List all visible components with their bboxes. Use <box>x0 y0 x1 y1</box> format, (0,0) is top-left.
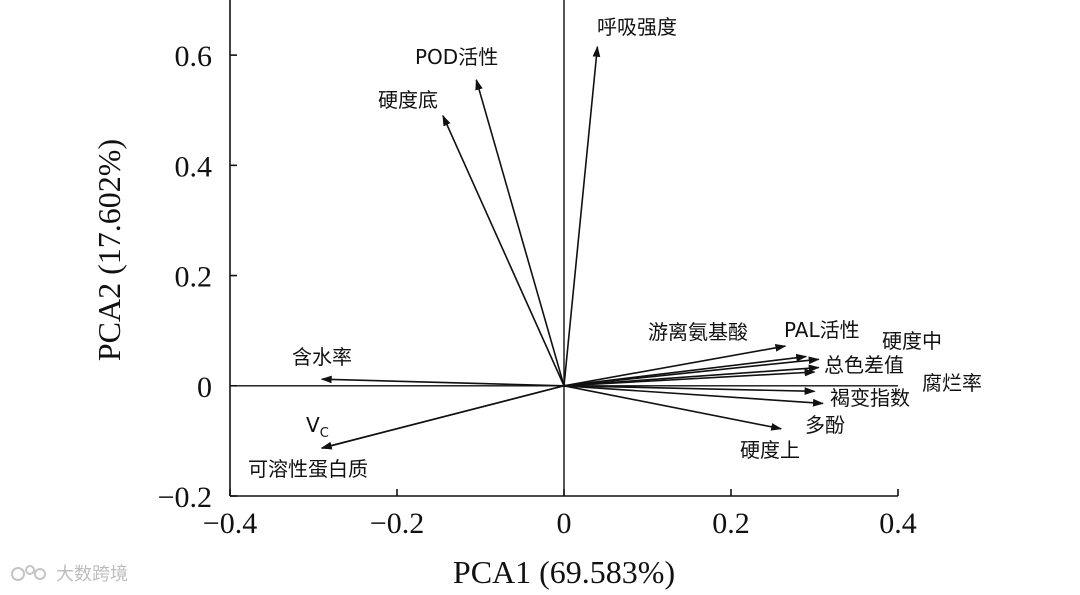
vector-arrow <box>442 114 565 387</box>
vector-arrow <box>563 368 816 387</box>
watermark: 大数跨境 <box>10 560 128 586</box>
y-axis-ticks: −0.2 0 0.2 0.4 0.6 <box>158 40 237 514</box>
vector-label-subscript: C <box>320 426 329 441</box>
watermark-logo-icon <box>11 565 46 581</box>
x-tick-label: 0 <box>557 507 572 540</box>
x-tick-label: 0.4 <box>879 507 917 540</box>
y-tick-label: 0.2 <box>175 261 213 294</box>
vector-arrow <box>563 356 820 387</box>
vector-label: 可溶性蛋白质 <box>248 457 368 481</box>
vector-label: 总色差值 <box>824 353 904 377</box>
vector-arrow <box>563 384 783 431</box>
y-tick-label: 0.6 <box>175 40 213 73</box>
vector-arrow <box>475 78 565 386</box>
vector-label: VC <box>306 413 329 441</box>
y-tick-label: 0.4 <box>175 150 213 183</box>
vector-label: 多酚 <box>805 413 845 437</box>
vector-label: POD活性 <box>415 45 498 69</box>
vector-label: 硬度中 <box>882 329 942 353</box>
vector-arrow <box>320 385 565 450</box>
y-tick-label: 0 <box>197 371 212 404</box>
x-tick-label: −0.4 <box>203 507 257 540</box>
vector-label: PAL活性 <box>784 318 860 342</box>
vector-label: 游离氨基酸 <box>648 320 748 344</box>
y-axis-title: PCA2 (17.602%) <box>91 139 127 361</box>
vector-arrow <box>563 344 787 387</box>
vector-arrow <box>320 375 565 387</box>
vector-arrow <box>563 384 824 407</box>
vector-label: 含水率 <box>292 345 352 369</box>
loading-vectors <box>320 45 824 450</box>
x-tick-label: 0.2 <box>712 507 750 540</box>
plot-axes <box>229 0 898 497</box>
vector-label: 硬度上 <box>740 438 800 462</box>
vector-label: 硬度底 <box>378 88 438 112</box>
vector-label: 腐烂率 <box>922 371 982 395</box>
vector-arrow <box>563 384 816 395</box>
x-axis-title: PCA1 (69.583%) <box>453 554 675 590</box>
x-axis-ticks: −0.4 −0.2 0 0.2 0.4 <box>203 489 917 540</box>
y-tick-label: −0.2 <box>158 481 212 514</box>
vector-arrow <box>563 45 601 386</box>
watermark-text: 大数跨境 <box>56 564 128 585</box>
vector-label: 呼吸强度 <box>597 15 677 39</box>
vector-label: 褐变指数 <box>830 386 910 410</box>
x-tick-label: −0.2 <box>370 507 424 540</box>
